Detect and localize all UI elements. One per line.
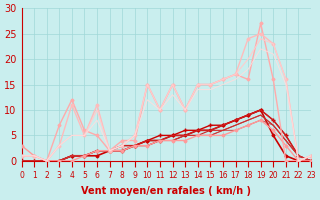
X-axis label: Vent moyen/en rafales ( km/h ): Vent moyen/en rafales ( km/h ) [81,186,251,196]
